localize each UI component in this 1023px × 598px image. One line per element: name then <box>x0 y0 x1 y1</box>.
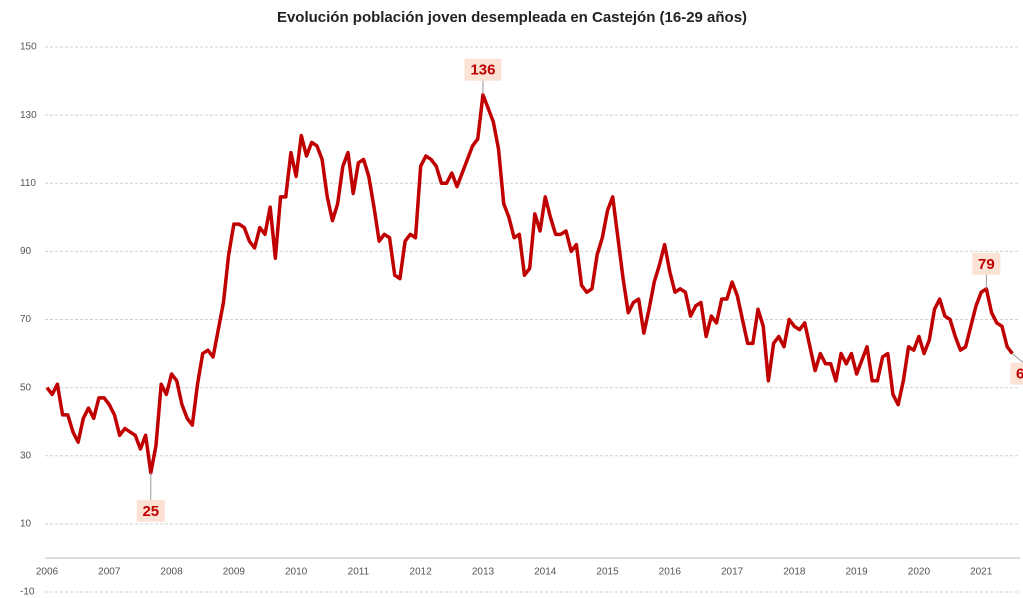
y-tick-label: 130 <box>20 110 37 121</box>
x-tick-label: 2010 <box>285 567 308 578</box>
data-label: 60 <box>1016 366 1023 383</box>
y-tick-label: 10 <box>20 519 32 530</box>
x-tick-label: 2008 <box>160 567 183 578</box>
data-label: 79 <box>978 256 995 273</box>
y-tick-label: 110 <box>20 178 36 189</box>
x-tick-label: 2011 <box>348 567 370 578</box>
x-tick-label: 2015 <box>596 567 619 578</box>
data-label: 25 <box>142 503 159 520</box>
x-tick-label: 2020 <box>908 567 931 578</box>
y-tick-label: -10 <box>20 587 35 598</box>
label-box <box>464 58 502 81</box>
x-tick-label: 2016 <box>659 567 682 578</box>
x-tick-label: 2017 <box>721 567 744 578</box>
x-tick-label: 2019 <box>846 567 869 578</box>
label-leader <box>1012 353 1023 364</box>
y-tick-label: 90 <box>20 246 32 257</box>
x-tick-label: 2006 <box>36 567 59 578</box>
data-line <box>45 92 1014 475</box>
x-tick-label: 2009 <box>223 567 246 578</box>
label-box <box>136 499 165 522</box>
x-tick-label: 2007 <box>98 567 121 578</box>
label-box <box>1010 362 1023 385</box>
y-tick-label: 70 <box>20 314 32 325</box>
data-label: 136 <box>470 62 495 79</box>
chart-title: Evolución población joven desempleada en… <box>277 9 747 26</box>
x-tick-label: 2013 <box>472 567 495 578</box>
y-tick-label: 50 <box>20 382 32 393</box>
x-tick-label: 2018 <box>783 567 806 578</box>
y-tick-label: 150 <box>20 42 37 53</box>
x-tick-label: 2014 <box>534 567 557 578</box>
x-tick-label: 2012 <box>410 567 433 578</box>
label-box <box>972 252 1001 275</box>
y-tick-label: 30 <box>20 450 32 461</box>
x-tick-label: 2021 <box>970 567 993 578</box>
